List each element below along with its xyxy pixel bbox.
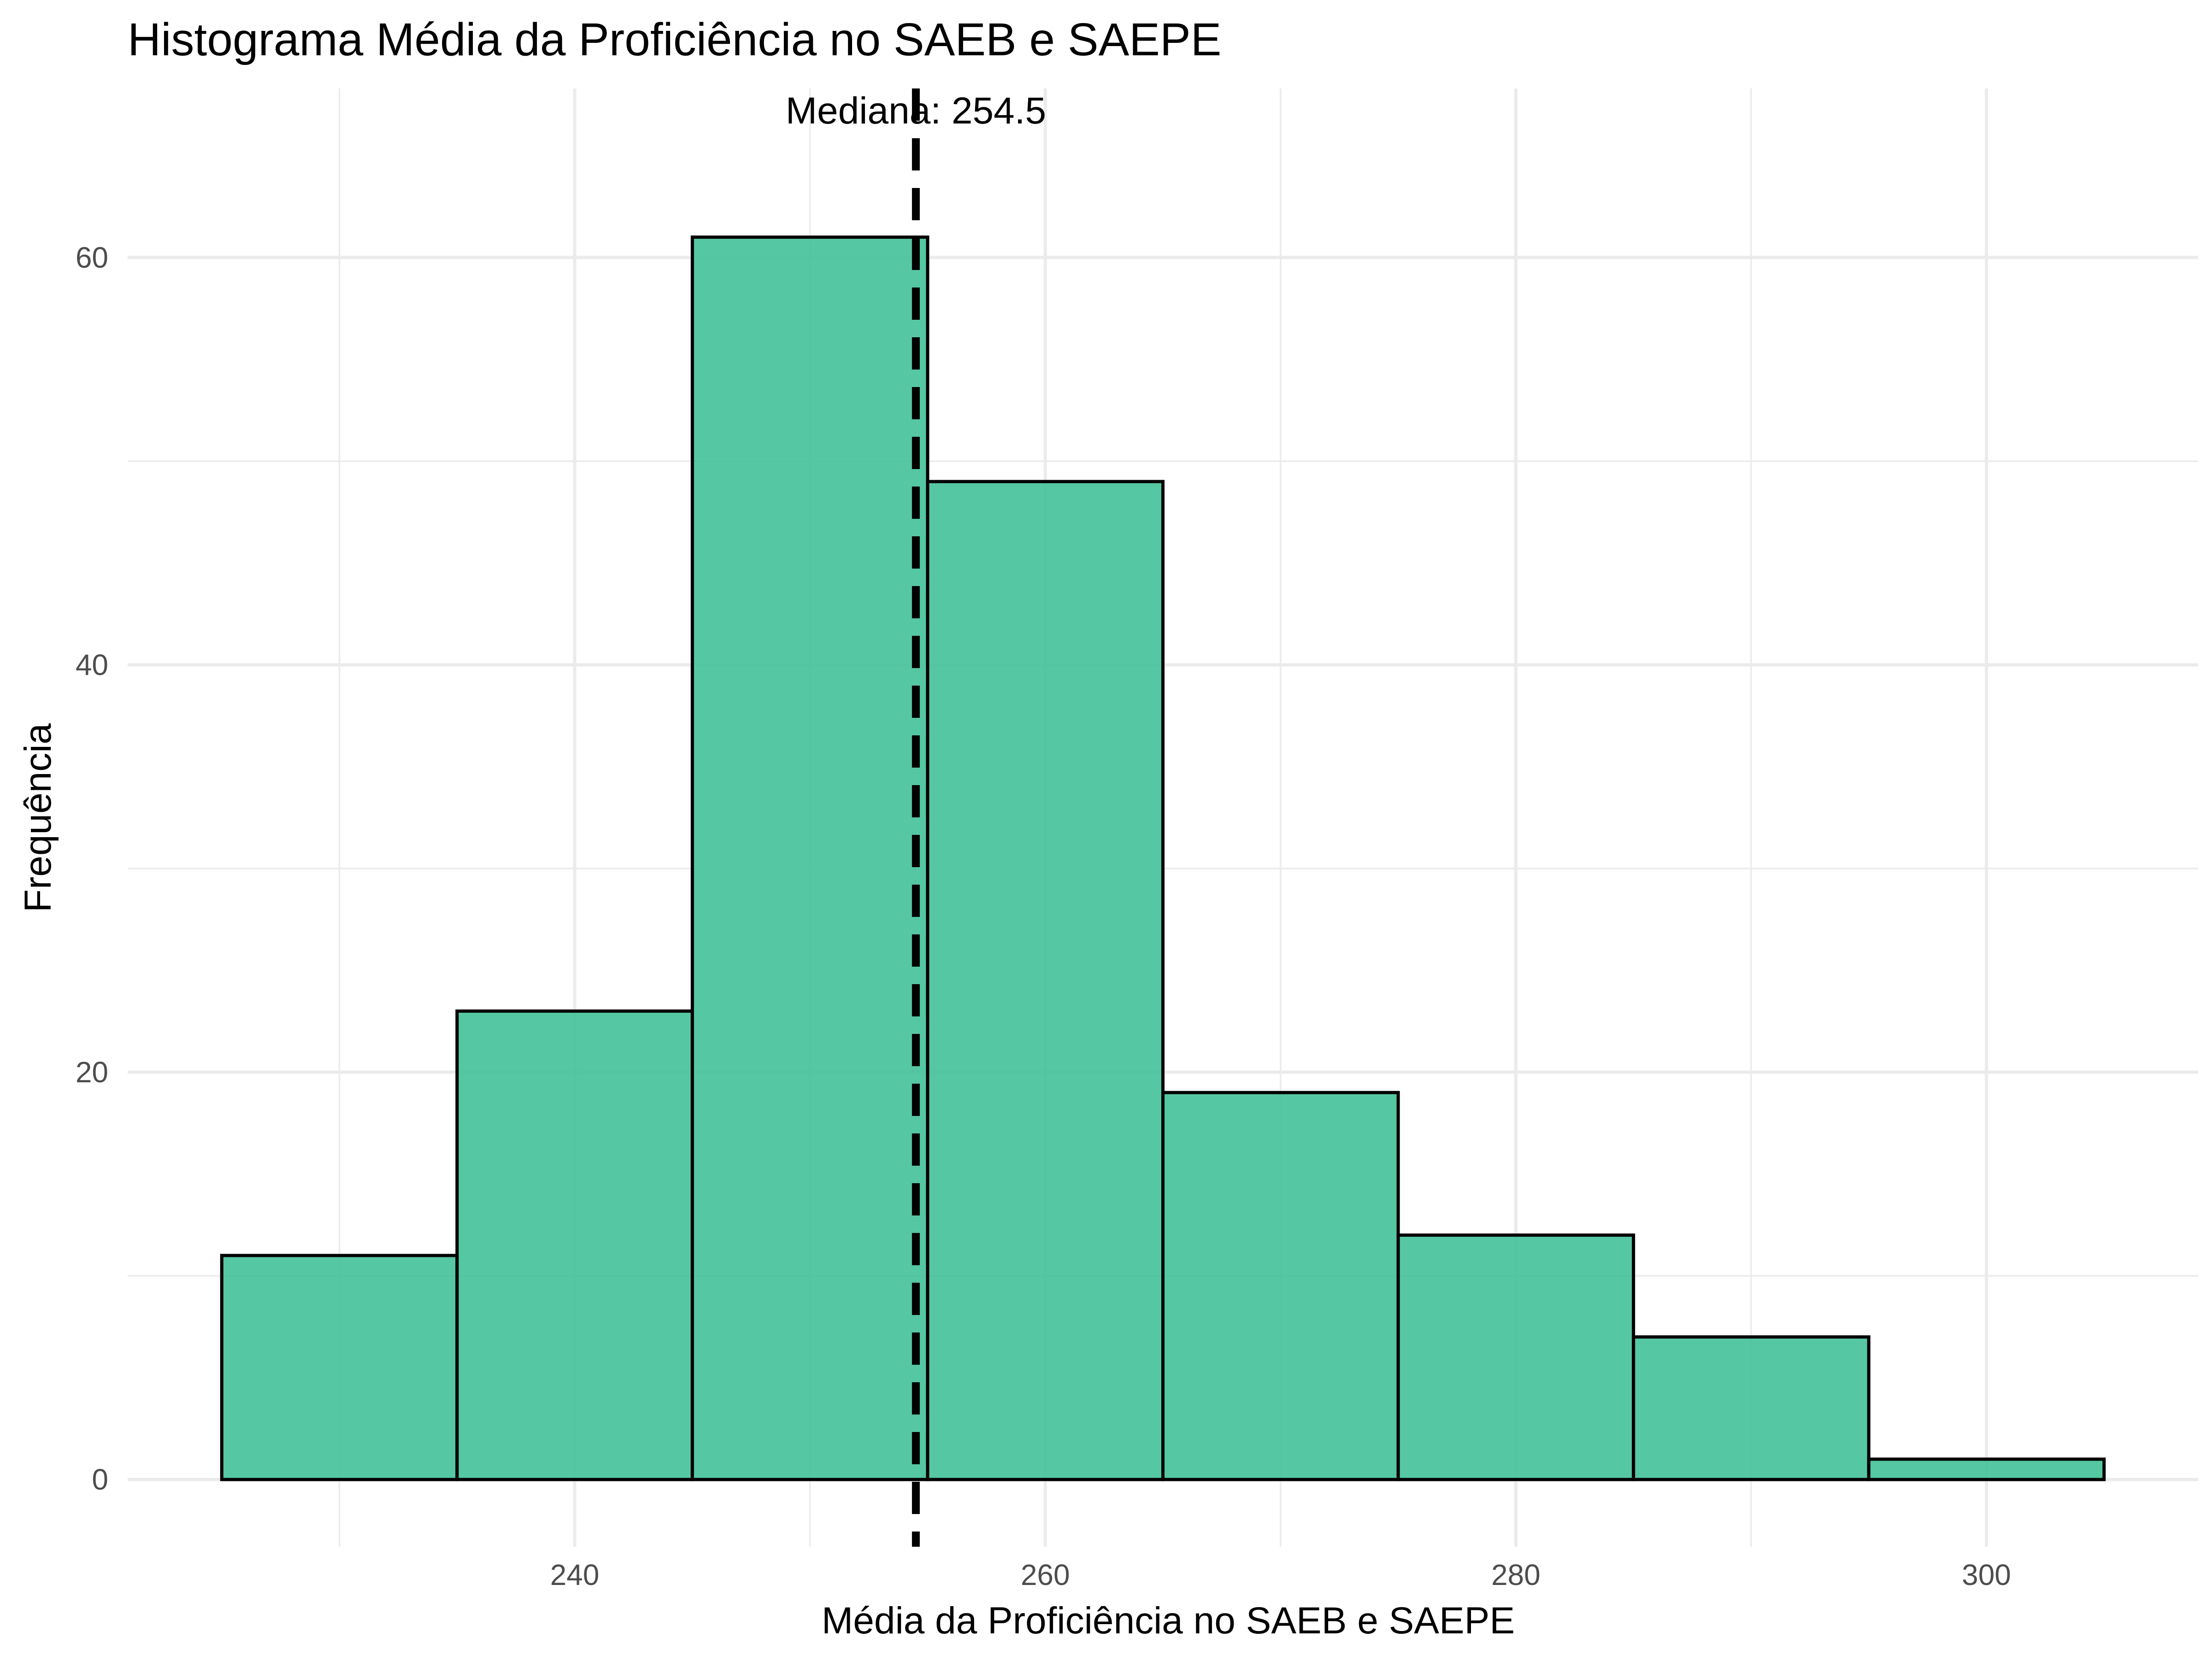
x-tick-label: 240 — [550, 1558, 600, 1591]
x-tick-label: 260 — [1021, 1558, 1070, 1591]
histogram-bar — [220, 1254, 459, 1481]
median-marker: Mediana: 254.5 — [786, 88, 1046, 1547]
histogram-bar — [926, 480, 1165, 1481]
x-tick-label: 300 — [1962, 1558, 2011, 1591]
median-label: Mediana: 254.5 — [786, 90, 1046, 132]
histogram-bar — [1161, 1091, 1400, 1481]
y-tick-label: 0 — [92, 1463, 108, 1496]
chart-title: Histograma Média da Proficiência no SAEB… — [128, 14, 1221, 65]
histogram-bar — [1867, 1457, 2106, 1481]
x-axis-title: Média da Proficiência no SAEB e SAEPE — [822, 1600, 1515, 1642]
histogram-bar — [1396, 1233, 1635, 1481]
histogram-bar — [1632, 1335, 1871, 1481]
histogram-bar — [455, 1009, 694, 1481]
x-tick-label: 280 — [1491, 1558, 1541, 1591]
histogram-bar — [690, 235, 930, 1481]
histogram-bars — [220, 235, 2106, 1481]
y-axis-title: Frequência — [17, 723, 59, 912]
y-tick-label: 20 — [76, 1056, 108, 1089]
y-tick-label: 40 — [76, 648, 108, 681]
y-tick-label: 60 — [76, 241, 108, 274]
axis-ticks: 240 260 280 300 0 20 40 60 — [76, 241, 2011, 1591]
